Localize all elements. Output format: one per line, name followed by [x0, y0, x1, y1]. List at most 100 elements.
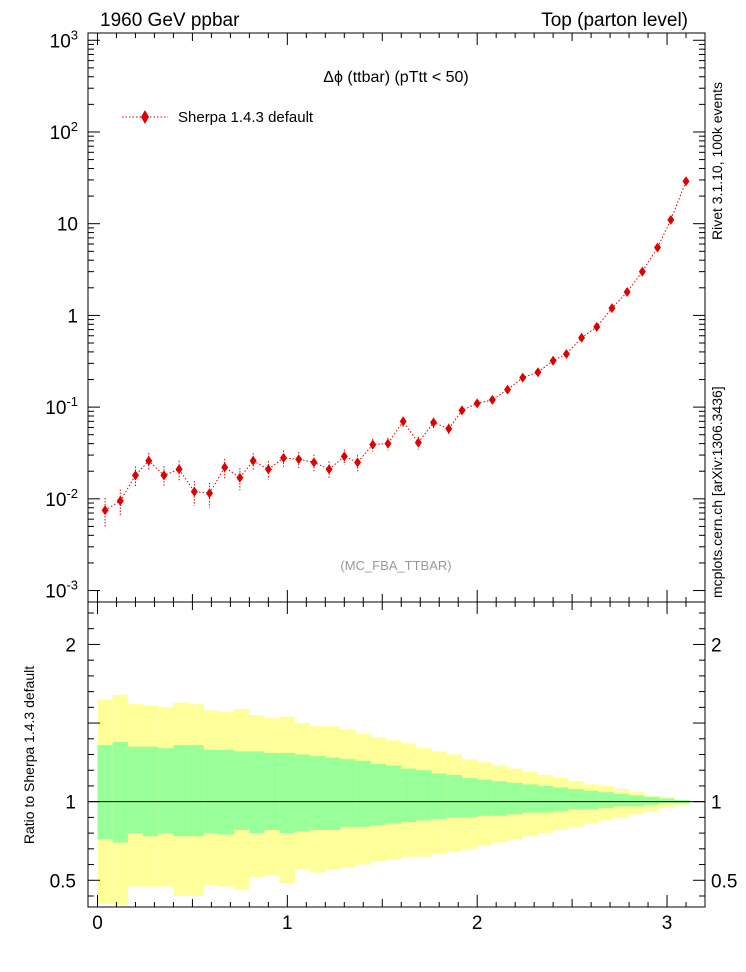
legend: Sherpa 1.4.3 default: [122, 109, 314, 126]
data-point: [369, 439, 377, 450]
data-point: [667, 214, 675, 225]
inner-band-bin: [234, 751, 250, 830]
inner-band-bin: [522, 784, 538, 813]
inner-band-bin: [203, 749, 219, 834]
inner-band-bin: [355, 760, 371, 827]
data-point: [116, 495, 124, 506]
inner-band-bin: [659, 798, 675, 804]
inner-band-bin: [143, 746, 159, 837]
data-point: [682, 176, 690, 187]
header-left: 1960 GeV ppbar: [100, 10, 240, 31]
inner-band-bin: [583, 790, 599, 810]
data-point: [473, 398, 481, 409]
inner-band-bin: [218, 749, 235, 835]
inner-band-bin: [598, 792, 614, 808]
y-tick-label: 102: [50, 119, 78, 144]
data-point: [654, 242, 662, 253]
data-point: [145, 455, 153, 466]
data-point: [534, 367, 542, 378]
data-point: [430, 417, 438, 428]
data-point: [549, 355, 557, 366]
y-tick-label: 10: [57, 215, 78, 236]
inner-band-bin: [279, 752, 295, 834]
inner-band-bin: [492, 781, 508, 816]
data-point: [414, 437, 422, 448]
ratio-ylabel: Ratio to Sherpa 1.4.3 default: [21, 666, 37, 844]
inner-band-bin: [461, 778, 478, 818]
data-point: [175, 464, 183, 475]
data-point: [206, 488, 214, 499]
x-tick-label: 2: [472, 913, 483, 934]
data-point: [623, 286, 631, 297]
inner-band-bin: [325, 757, 341, 830]
y-tick-label: 10-1: [45, 394, 78, 419]
inner-band-bin: [477, 779, 493, 816]
data-point: [354, 457, 362, 468]
inner-band-bin: [112, 741, 128, 843]
inner-band-bin: [370, 763, 387, 826]
legend-label: Sherpa 1.4.3 default: [178, 109, 314, 126]
inner-band-bin: [537, 785, 554, 813]
plot-title: Δϕ (ttbar) (pTtt < 50): [323, 69, 468, 86]
ticks: 0 1 2 3 10-3 10-2 10-1 1 10 102 103 0.5 0.5 1 1 2 2: [45, 27, 737, 934]
data-point: [264, 464, 272, 475]
data-point: [578, 332, 586, 343]
data-point: [340, 451, 348, 462]
inner-band-bin: [97, 745, 113, 840]
data-point: [190, 486, 198, 497]
x-tick-label: 3: [662, 913, 673, 934]
data-point: [160, 470, 168, 481]
inner-band-bin: [158, 748, 174, 834]
data-point: [295, 454, 303, 465]
data-point: [131, 470, 139, 481]
data-point: [280, 452, 288, 463]
rivet-label: Rivet 3.1.10, 100k events: [709, 82, 725, 240]
main-marks: [101, 176, 690, 529]
source-label: mcplots.cern.ch [arXiv:1306.3436]: [709, 386, 725, 598]
data-point: [608, 303, 616, 314]
header-right: Top (parton level): [541, 10, 688, 31]
data-point: [221, 462, 229, 473]
inner-band-bin: [173, 745, 189, 837]
ratio-y-tick-label-right: 2: [711, 635, 722, 656]
ratio-y-tick-label-right: 1: [711, 793, 722, 814]
inner-band-bin: [416, 770, 432, 821]
inner-band-bin: [264, 752, 280, 830]
data-point: [445, 423, 453, 434]
inner-band-bin: [431, 773, 447, 819]
ratio-y-tick-label: 2: [65, 635, 76, 656]
inner-band-bin: [613, 793, 630, 807]
inner-band-bin: [446, 774, 462, 818]
data-point: [638, 266, 646, 277]
y-tick-label: 10-3: [45, 578, 78, 603]
inner-band-bin: [188, 745, 204, 837]
data-point: [488, 394, 496, 405]
ratio-bands: [88, 694, 705, 906]
inner-band-bin: [629, 795, 645, 807]
watermark: (MC_FBA_TTBAR): [340, 558, 451, 573]
inner-band-bin: [553, 787, 569, 812]
inner-band-bin: [507, 782, 523, 815]
data-point: [236, 472, 244, 483]
x-tick-label: 1: [282, 913, 293, 934]
data-point: [504, 384, 512, 395]
data-point: [458, 405, 466, 416]
data-point: [101, 505, 109, 516]
ratio-y-tick-label: 1: [65, 793, 76, 814]
inner-band-bin: [568, 789, 584, 810]
data-point: [399, 416, 407, 427]
y-tick-label: 1: [67, 306, 78, 327]
data-point: [384, 438, 392, 449]
data-point: [249, 455, 257, 466]
inner-band-bin: [294, 754, 311, 832]
inner-band-bin: [310, 756, 326, 830]
inner-band-bin: [127, 746, 144, 834]
data-point: [325, 464, 333, 475]
data-point: [562, 348, 570, 359]
data-point: [310, 457, 318, 468]
inner-band-bin: [386, 765, 402, 824]
y-tick-label: 103: [50, 27, 78, 52]
inner-band-bin: [340, 759, 356, 827]
legend-marker: [141, 110, 149, 124]
